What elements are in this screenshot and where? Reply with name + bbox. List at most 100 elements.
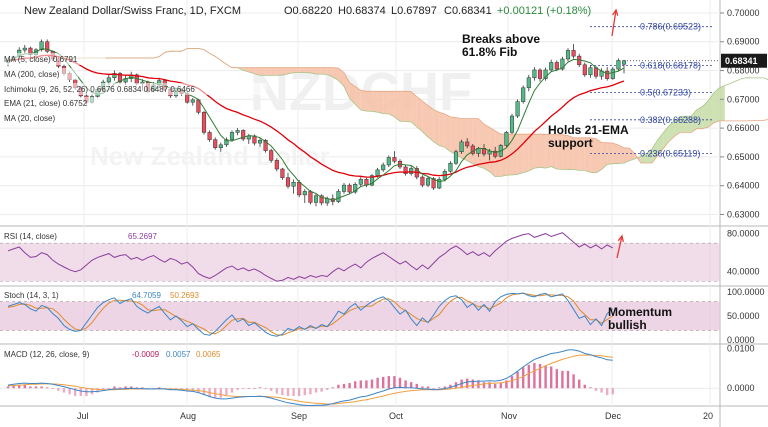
candle-body-36 xyxy=(207,132,212,140)
candle-body-104 xyxy=(588,67,593,76)
candle-body-52 xyxy=(297,181,302,196)
candle-body-93 xyxy=(526,77,531,89)
candle-body-67 xyxy=(381,164,386,171)
price-tick-label-1: 0.69000 xyxy=(727,37,760,47)
macd-hist-bar-65 xyxy=(370,379,374,389)
macd-hist-bar-43 xyxy=(247,388,250,389)
macd-hist-bar-27 xyxy=(158,387,161,389)
candle-body-65 xyxy=(369,175,375,186)
fib-label-1: 0.618(0.68178) xyxy=(640,60,701,70)
macd-hist-bar-93 xyxy=(527,364,530,389)
candle-body-107 xyxy=(605,70,610,79)
kumo-segment-106 xyxy=(646,148,652,163)
kumo-segment-55 xyxy=(360,90,367,112)
macd-hist-bar-72 xyxy=(410,382,413,389)
kumo-segment-57 xyxy=(372,91,378,113)
macd-hist-bar-64 xyxy=(365,380,368,389)
fib-label-3: 0.382(0.66288) xyxy=(640,115,701,125)
legend-ema21: EMA (21, close) 0.6752 xyxy=(4,99,88,108)
legend-ma20: MA (20, close) xyxy=(4,114,55,123)
kumo-segment-42 xyxy=(288,67,294,74)
ohlc-close: C0.68341 xyxy=(444,5,492,17)
macd-legend-hist: -0.0009 xyxy=(132,350,160,359)
kumo-segment-64 xyxy=(411,91,417,127)
kumo-segment-38 xyxy=(265,67,272,76)
kumo-segment-110 xyxy=(668,120,675,142)
macd-hist-bar-99 xyxy=(561,370,564,389)
candle-body-81 xyxy=(459,141,464,152)
kumo-segment-73 xyxy=(461,118,468,161)
candle-body-109 xyxy=(616,60,621,70)
breaks-note-line2: 61.8% Fib xyxy=(462,45,517,59)
candle-body-75 xyxy=(425,178,431,186)
macd-hist-bar-30 xyxy=(174,388,178,390)
candle-body-90 xyxy=(509,115,515,133)
candle-body-48 xyxy=(274,160,279,170)
senkou-span-b xyxy=(52,48,768,164)
kumo-segment-101 xyxy=(618,144,624,164)
kumo-segment-59 xyxy=(383,91,389,114)
kumo-segment-86 xyxy=(534,134,540,169)
candle-body-41 xyxy=(235,130,240,133)
macd-hist-bar-5 xyxy=(34,386,38,389)
macd-hist-bar-42 xyxy=(242,388,245,390)
macd-hist-bar-69 xyxy=(393,376,396,389)
price-up-arrow-head xyxy=(612,8,619,16)
macd-tick-0: 0.0100 xyxy=(727,344,755,354)
macd-hist-bar-49 xyxy=(281,388,284,396)
rsi-line xyxy=(7,232,614,282)
macd-hist-bar-63 xyxy=(359,380,362,389)
kumo-segment-89 xyxy=(551,134,557,170)
watermark-name: New Zealand Dollar xyxy=(90,141,330,171)
price-tick-label-0: 0.70000 xyxy=(727,8,760,18)
overlay-layer: New Zealand Dollar/Swiss Franc, 1D, FXCM… xyxy=(24,5,672,332)
candle-body-62 xyxy=(353,184,358,193)
macd-hist-bar-21 xyxy=(124,386,127,389)
macd-hist-bar-57 xyxy=(326,388,329,390)
legend-ichimoku: Ichimoku (9, 26, 52, 26) 0.6676 0.6834 0… xyxy=(4,85,195,94)
stoch-legend-d: 50.2693 xyxy=(170,291,199,300)
candle-body-53 xyxy=(302,191,307,196)
candle-body-47 xyxy=(269,150,274,161)
candle-body-86 xyxy=(487,150,492,155)
macd-hist-bar-48 xyxy=(275,388,278,394)
price-up-arrow-shaft xyxy=(611,9,617,37)
kumo-segment-69 xyxy=(439,112,445,148)
candle-body-61 xyxy=(347,184,352,193)
kumo-segment-67 xyxy=(428,105,434,142)
macd-hist-bar-74 xyxy=(421,386,424,389)
price-change: +0.00121 (+0.18%) xyxy=(497,5,591,17)
macd-hist-bar-55 xyxy=(314,388,318,393)
candle-body-83 xyxy=(470,145,475,154)
candle-body-60 xyxy=(341,184,347,192)
kumo-segment-85 xyxy=(528,134,535,172)
legend-ema21-bg xyxy=(1,97,115,109)
candle-body-51 xyxy=(291,181,296,187)
momentum-note-line1: Momentum xyxy=(608,305,672,319)
macd-legend-signal: 0.0065 xyxy=(196,350,221,359)
macd-hist-bar-102 xyxy=(578,379,581,389)
candle-body-54 xyxy=(308,191,313,203)
ohlc-low: L0.67897 xyxy=(391,5,437,17)
macd-hist-bar-66 xyxy=(376,377,379,389)
kumo-segment-114 xyxy=(691,109,697,133)
macd-hist-bar-67 xyxy=(382,376,385,389)
holds-note-line2: support xyxy=(548,136,593,150)
price-tick-label-5: 0.65000 xyxy=(727,152,760,162)
rsi-pane: RSI (14, close) 65.2697 xyxy=(0,232,720,282)
candle-body-103 xyxy=(582,64,587,76)
candle-body-3 xyxy=(22,47,27,51)
kumo-segment-74 xyxy=(467,118,473,164)
kumo-segment-116 xyxy=(702,101,708,129)
candle-body-71 xyxy=(403,166,408,174)
macd-hist-bar-78 xyxy=(443,386,446,389)
kumo-segment-83 xyxy=(517,134,524,175)
candle-body-19 xyxy=(112,73,117,78)
macd-hist-bar-58 xyxy=(331,387,334,389)
macd-legend-macd: 0.0057 xyxy=(166,350,191,359)
macd-hist-bar-1 xyxy=(12,385,15,389)
kumo-segment-95 xyxy=(584,137,591,173)
stoch-tick-0: 100.0000 xyxy=(727,287,765,297)
symbol-title: New Zealand Dollar/Swiss Franc, 1D, FXCM xyxy=(24,5,241,17)
price-axis[interactable]: Jul Aug Sep Oct Nov Dec 20 0.70000 0.69000 0.6800… xyxy=(77,8,767,421)
